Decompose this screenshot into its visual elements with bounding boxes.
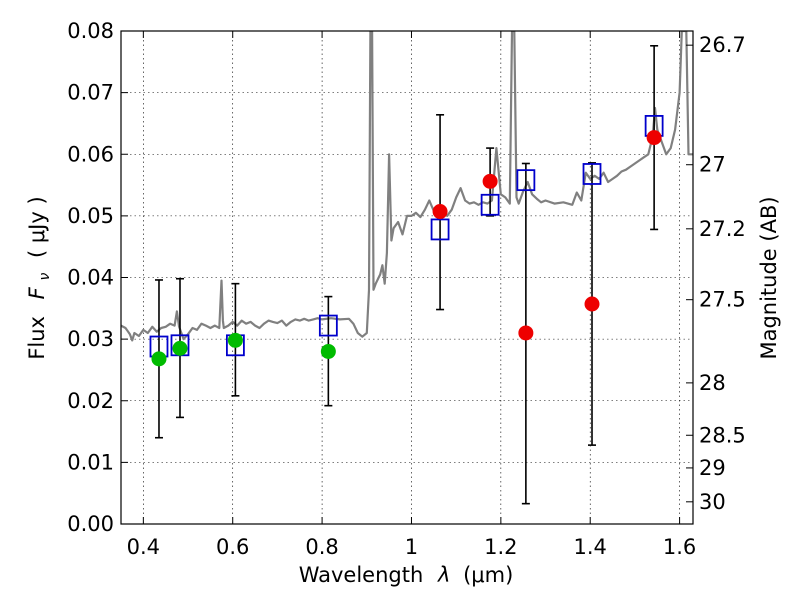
y-tick-label: 0.06 bbox=[67, 142, 114, 166]
right-tick-label: 28.5 bbox=[699, 423, 746, 447]
right-tick-label: 27 bbox=[699, 153, 726, 177]
model-square-marker bbox=[318, 314, 338, 337]
y-tick-label: 0.03 bbox=[67, 327, 114, 351]
right-axis-label: Magnitude (AB) bbox=[757, 196, 781, 359]
x-tick-label: 0.4 bbox=[127, 535, 160, 559]
series-markers bbox=[432, 130, 662, 341]
y-tick-label: 0.00 bbox=[67, 512, 114, 536]
data-point bbox=[584, 296, 600, 312]
x-tick-label: 1.6 bbox=[663, 535, 696, 559]
data-point bbox=[646, 130, 662, 146]
series-observed-near-IR bbox=[436, 44, 659, 505]
model-square-marker bbox=[516, 169, 536, 192]
right-tick-label: 27.2 bbox=[699, 217, 746, 241]
x-axis-label-symbol: λ bbox=[437, 563, 450, 587]
series-markers bbox=[151, 332, 336, 367]
x-axis-label: Wavelength λ (μm) bbox=[299, 563, 514, 587]
y-tick-label: 0.07 bbox=[67, 81, 114, 105]
right-tick-label: 27.5 bbox=[699, 288, 746, 312]
data-point bbox=[320, 343, 336, 359]
data-point bbox=[151, 351, 167, 367]
right-tick-label: 30 bbox=[699, 490, 726, 514]
right-tick-label: 29 bbox=[699, 456, 726, 480]
right-tick-label: 28 bbox=[699, 371, 726, 395]
y-axis-label-text: Flux bbox=[25, 316, 49, 360]
axis-ticks: 0.4 0.6 0.8 1 1.2 1.4 1.6 0.00 0.01 0.02 0.03 0.04 0… bbox=[67, 19, 746, 559]
data-point bbox=[172, 340, 188, 356]
spectrum-line bbox=[121, 31, 693, 342]
y-tick-label: 0.01 bbox=[67, 450, 114, 474]
x-tick-label: 1.4 bbox=[574, 535, 607, 559]
data-marks bbox=[149, 44, 664, 505]
y-axis-label-subscript: ν bbox=[37, 273, 53, 281]
y-tick-label: 0.05 bbox=[67, 204, 114, 228]
x-tick-label: 0.8 bbox=[305, 535, 338, 559]
y-axis-label-symbol: F bbox=[25, 286, 49, 299]
model-square-marker bbox=[582, 163, 602, 185]
data-point bbox=[432, 204, 448, 220]
y-axis-label: Flux F ν ( μJy ) bbox=[25, 196, 54, 359]
x-axis-label-unit: (μm) bbox=[463, 563, 513, 587]
grid-lines bbox=[121, 30, 693, 525]
data-point bbox=[482, 173, 498, 189]
x-axis-label-text: Wavelength bbox=[299, 563, 424, 587]
right-tick-label: 26.7 bbox=[699, 33, 746, 57]
x-tick-label: 0.6 bbox=[216, 535, 249, 559]
y-tick-label: 0.02 bbox=[67, 389, 114, 413]
y-axis-label-unit: ( μJy ) bbox=[25, 196, 49, 258]
x-tick-label: 1 bbox=[405, 535, 418, 559]
y-tick-label: 0.04 bbox=[67, 266, 114, 290]
y-tick-label: 0.08 bbox=[67, 19, 114, 43]
series-markers bbox=[149, 115, 664, 358]
model-spectrum bbox=[121, 31, 693, 342]
data-point bbox=[518, 325, 534, 341]
model-square-marker bbox=[430, 218, 450, 241]
model-square-marker bbox=[480, 193, 500, 216]
data-point bbox=[227, 332, 243, 348]
series-observed-optical bbox=[154, 277, 333, 439]
x-tick-label: 1.2 bbox=[484, 535, 517, 559]
